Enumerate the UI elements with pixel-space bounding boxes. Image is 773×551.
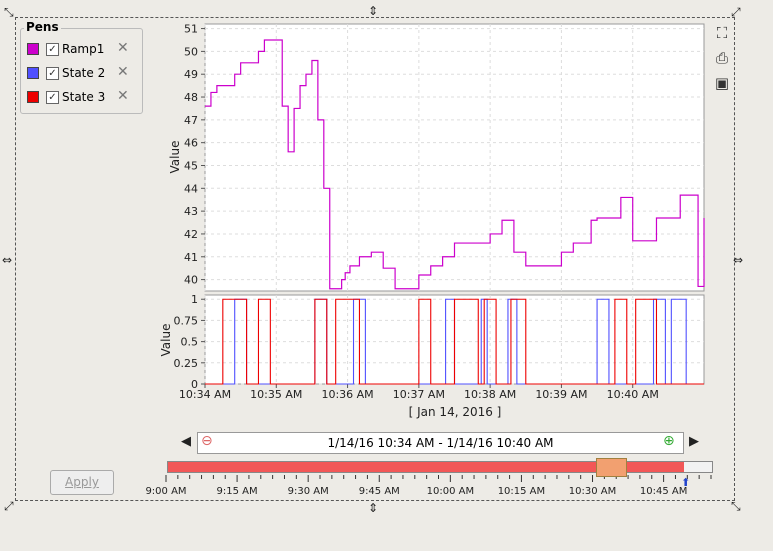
- date-caption: [ Jan 14, 2016 ]: [409, 405, 502, 419]
- slider-tick-label: 10:15 AM: [498, 486, 545, 497]
- pen-visible-checkbox[interactable]: ✓: [46, 90, 59, 104]
- pen-visible-checkbox[interactable]: ✓: [46, 66, 59, 80]
- x-tick-label: 10:36 AM: [321, 388, 373, 401]
- pen-row-state-2: ✓ State 2: [27, 65, 105, 81]
- resize-handle-bottom-icon[interactable]: ⇕: [368, 501, 379, 515]
- x-ticks: 10:34 AM 10:35 AM 10:36 AM 10:37 AM 10:38 AM…: [179, 384, 659, 401]
- y-tick-label: 46: [184, 137, 198, 150]
- pen-row-state-3: ✓ State 3: [27, 89, 105, 105]
- resize-handle-right-icon[interactable]: ⇔: [733, 253, 744, 267]
- timeline-slider-fill: [168, 462, 684, 472]
- zoom-fit-icon[interactable]: ⛶: [716, 24, 728, 42]
- resize-handle-top-left-icon[interactable]: ⤡: [4, 5, 14, 19]
- y-ticks-bottom: 0 0.25 0.5 0.75 1: [174, 293, 205, 391]
- zoom-in-icon[interactable]: ⊕: [663, 433, 675, 449]
- y-tick-label: 0.75: [174, 314, 199, 327]
- timeline-slider-thumb[interactable]: [596, 458, 627, 477]
- y-tick-label: 48: [184, 91, 198, 104]
- y-tick-label: 42: [184, 228, 198, 241]
- y-tick-label: 49: [184, 68, 198, 81]
- pen-row-ramp1: ✓ Ramp1: [27, 41, 104, 57]
- zoom-out-icon[interactable]: ⊖: [201, 433, 213, 449]
- y-ticks-top: 40 41 42 43 44 45 46 47 48 49 50 51: [184, 23, 205, 287]
- slider-tick-label: 9:30 AM: [288, 486, 329, 497]
- pen-label: Ramp1: [62, 42, 105, 56]
- range-forward-arrow-icon[interactable]: ▶: [689, 434, 699, 449]
- range-bar[interactable]: [197, 432, 684, 454]
- y-tick-label: 0: [191, 378, 198, 391]
- slider-tick-label: 10:30 AM: [569, 486, 616, 497]
- x-tick-label: 10:37 AM: [393, 388, 445, 401]
- pen-color-swatch[interactable]: [27, 67, 39, 79]
- resize-handle-bottom-right-icon[interactable]: ⤡: [731, 499, 741, 513]
- remove-pen-icon[interactable]: ✕: [117, 40, 129, 56]
- resize-handle-top-icon[interactable]: ⇕: [368, 4, 379, 18]
- pen-label: State 3: [62, 90, 106, 104]
- resize-handle-bottom-left-icon[interactable]: ⤢: [4, 499, 14, 513]
- y-tick-label: 0.25: [174, 357, 199, 370]
- y-tick-label: 41: [184, 251, 198, 264]
- y-tick-label: 45: [184, 159, 198, 172]
- y-tick-label: 44: [184, 182, 198, 195]
- y-tick-label: 1: [191, 293, 198, 306]
- save-icon[interactable]: ▣: [714, 74, 730, 92]
- y-tick-label: 50: [184, 45, 198, 58]
- y-tick-label: 40: [184, 274, 198, 287]
- chart-component-frame[interactable]: [15, 17, 735, 501]
- resize-handle-left-icon[interactable]: ⇔: [2, 253, 13, 267]
- y-tick-label: 0.5: [181, 336, 199, 349]
- series-top: [205, 39, 705, 290]
- x-tick-label: 10:34 AM: [179, 388, 231, 401]
- resize-handle-top-right-icon[interactable]: ⤢: [731, 5, 741, 19]
- y-tick-label: 43: [184, 205, 198, 218]
- pen-visible-checkbox[interactable]: ✓: [46, 42, 59, 56]
- x-tick-label: 10:40 AM: [607, 388, 659, 401]
- y-tick-label: 47: [184, 114, 198, 127]
- slider-tick-label: 9:15 AM: [217, 486, 258, 497]
- slider-tick-label: 10:00 AM: [427, 486, 474, 497]
- pen-label: State 2: [62, 66, 106, 80]
- series-line-ramp1: [205, 39, 705, 290]
- pen-color-swatch[interactable]: [27, 43, 39, 55]
- x-tick-label: 10:38 AM: [464, 388, 516, 401]
- slider-ticks: 9:00 AM 9:15 AM 9:30 AM 9:45 AM 10:00 AM 10:1…: [145, 475, 712, 497]
- remove-pen-icon[interactable]: ✕: [117, 88, 129, 104]
- print-icon[interactable]: ⎙: [715, 49, 728, 67]
- y-tick-label: 51: [184, 23, 198, 36]
- slider-tick-label: 10:45 AM: [640, 486, 687, 497]
- x-tick-label: 10:39 AM: [535, 388, 587, 401]
- series-line-state-3: [205, 298, 704, 385]
- now-marker-icon: ⬆: [681, 476, 691, 489]
- apply-button[interactable]: Apply: [50, 470, 114, 495]
- pens-title: Pens: [24, 20, 61, 34]
- range-back-arrow-icon[interactable]: ◀: [181, 434, 191, 449]
- series-bottom: [205, 298, 704, 385]
- x-tick-label: 10:35 AM: [250, 388, 302, 401]
- pen-color-swatch[interactable]: [27, 91, 39, 103]
- y-axis-label-top: Value: [168, 141, 182, 174]
- remove-pen-icon[interactable]: ✕: [117, 64, 129, 80]
- pens-panel: ✓ Ramp1 ✕ ✓ State 2 ✕ ✓ State 3 ✕: [20, 28, 143, 114]
- slider-tick-label: 9:45 AM: [359, 486, 400, 497]
- y-axis-label-bottom: Value: [159, 324, 173, 357]
- slider-tick-label: 9:00 AM: [145, 486, 186, 497]
- range-label: 1/14/16 10:34 AM - 1/14/16 10:40 AM: [327, 436, 554, 450]
